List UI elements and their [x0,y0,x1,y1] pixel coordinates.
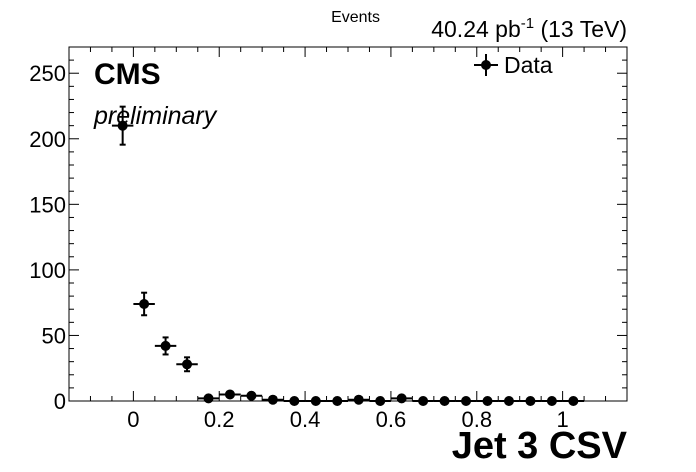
cms-label: CMS [94,58,161,91]
data-point [568,396,579,406]
y-tick-label: 150 [29,192,66,217]
data-point [224,389,235,400]
lumi-exponent: -1 [521,15,534,32]
x-tick-label: 1 [556,407,568,432]
data-point [503,396,514,406]
y-tick-label: 200 [29,127,66,152]
y-tick-label: 50 [42,323,66,348]
plot-frame [68,46,628,402]
data-point [139,298,150,309]
data-point [546,396,557,406]
data-point [182,359,193,370]
data-point [117,120,128,131]
data-point [375,396,386,406]
x-tick-label: 0.8 [461,407,492,432]
data-point [353,394,364,405]
y-tick-label: 100 [29,258,66,283]
lumi-value: 40.24 pb [431,16,521,42]
data-point [439,396,450,406]
x-axis-ticks: 0 0.2 0.4 0.6 0.8 1 [68,47,628,432]
data-point [267,394,278,405]
data-point [332,396,343,406]
preliminary-label: preliminary [93,102,218,130]
y-tick-label: 250 [29,61,66,86]
data-point [525,396,536,406]
y-axis-ticks: 0 50 100 150 200 250 [29,46,627,414]
data-point [203,393,214,404]
data-point [396,393,407,404]
data-point [160,340,171,351]
legend: Data [474,52,553,78]
x-tick-label: 0.2 [204,407,235,432]
data-point [246,390,257,401]
data-point [461,396,472,406]
data-point [289,396,300,406]
data-point [482,396,493,406]
data-point [418,396,429,406]
x-axis-label: Jet 3 CSV [452,425,628,467]
legend-entry-data: Data [504,52,553,78]
luminosity-label: 40.24 pb-1 (13 TeV) [431,15,627,42]
data-points [111,105,585,406]
x-tick-label: 0 [127,407,139,432]
y-axis-label: Events [331,9,380,26]
legend-marker [481,60,491,70]
data-point [310,396,321,406]
x-tick-label: 0.4 [290,407,321,432]
x-tick-label: 0.6 [376,407,407,432]
lumi-energy: (13 TeV) [534,16,627,42]
y-tick-label: 0 [54,389,66,414]
